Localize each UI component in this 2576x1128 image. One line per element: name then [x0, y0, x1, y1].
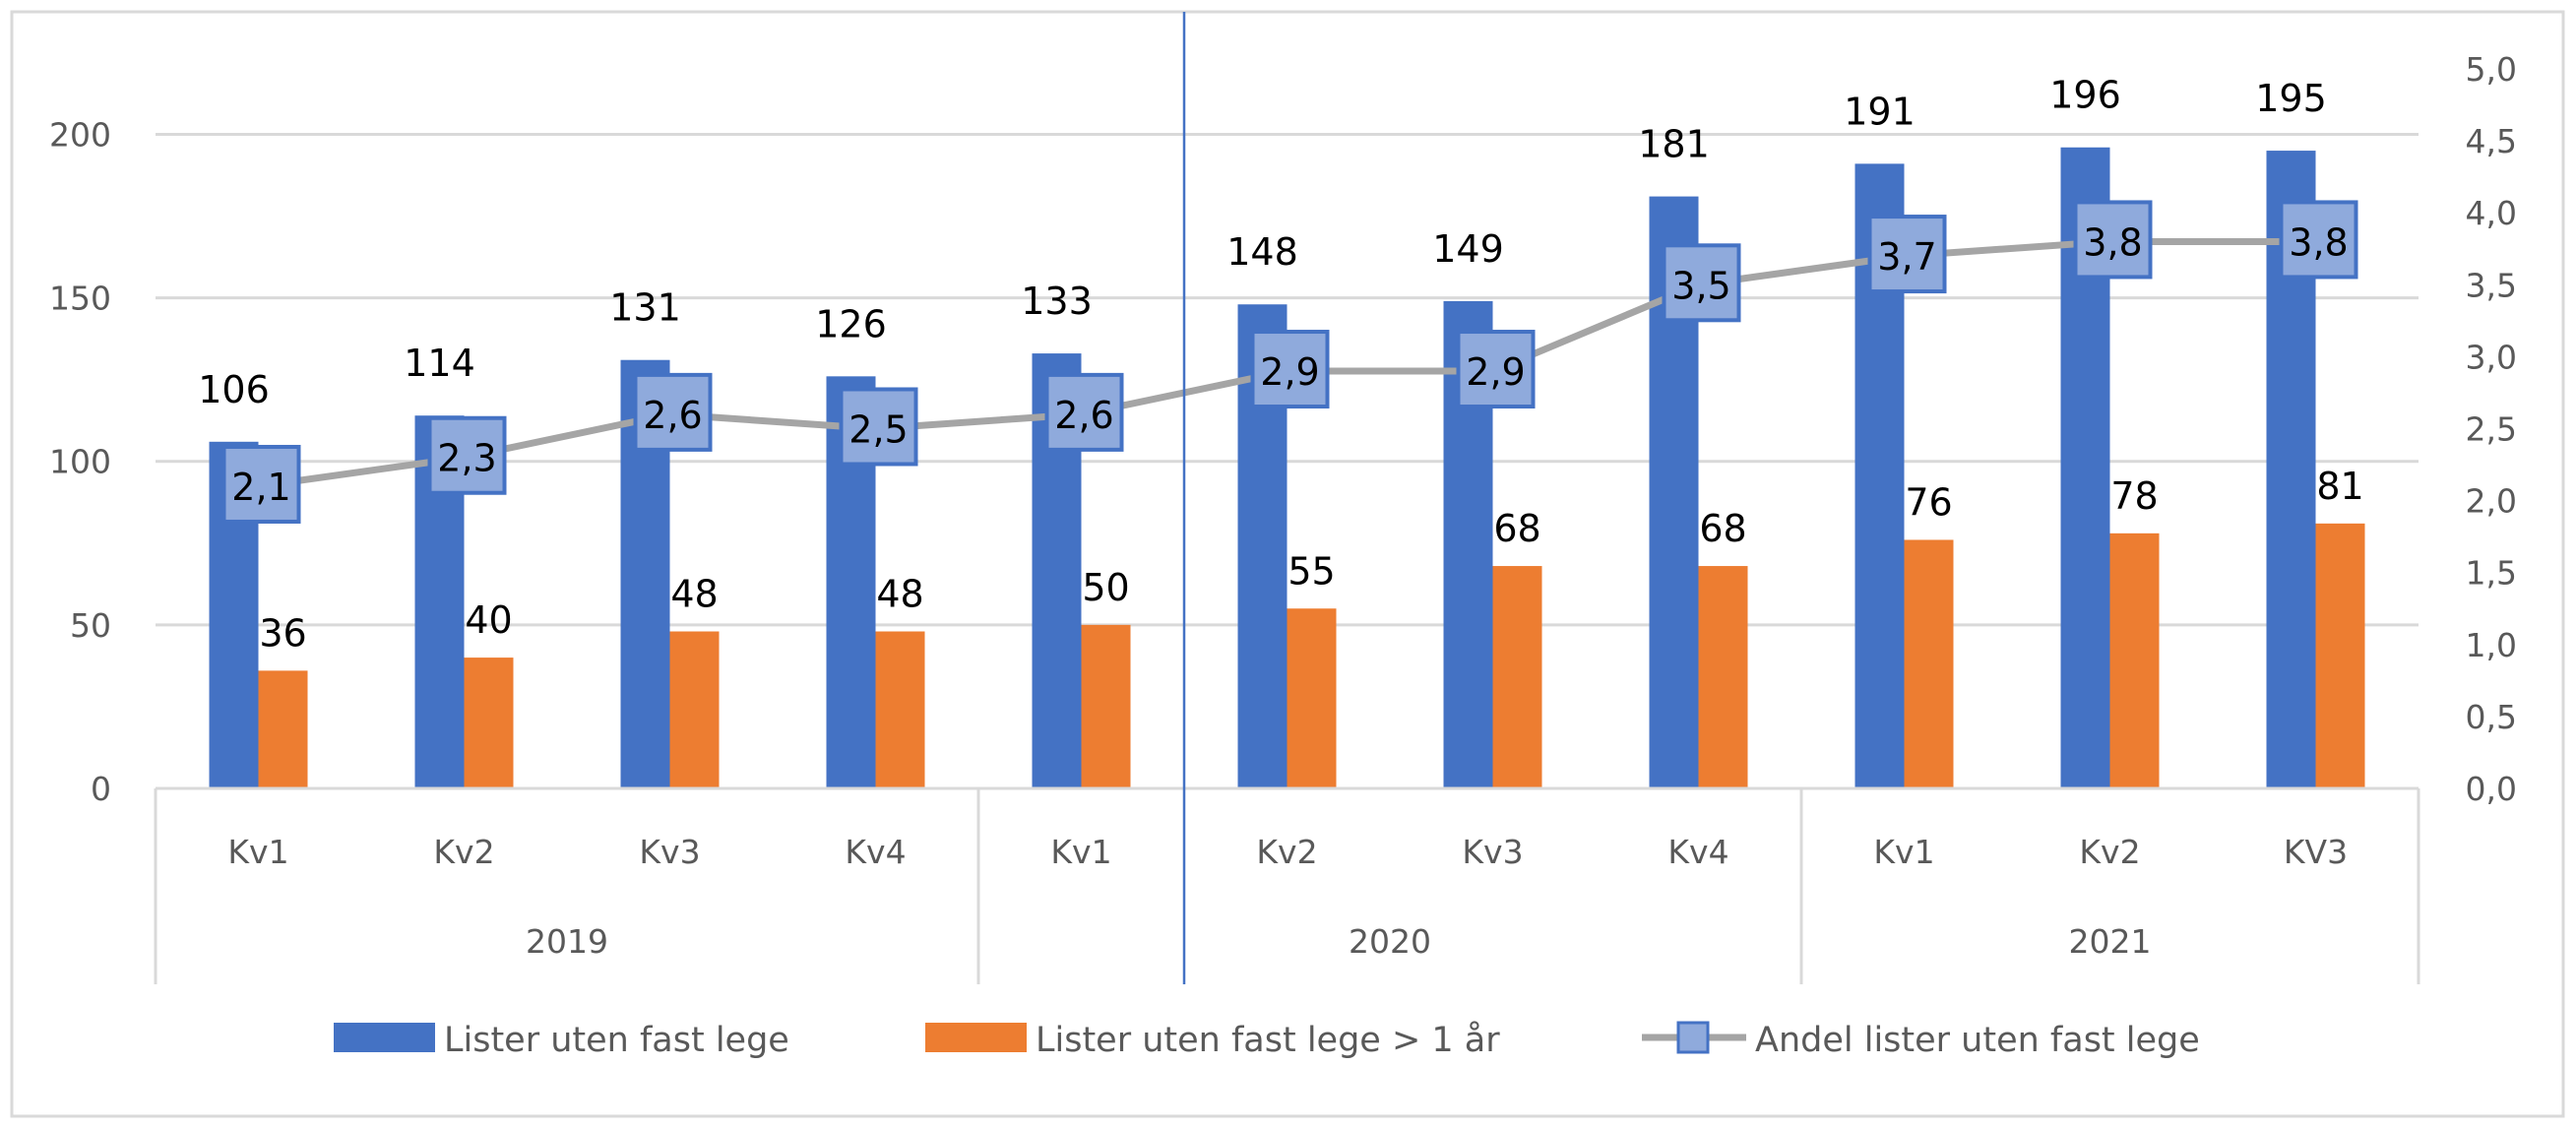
- y-right-tick-label: 2,0: [2466, 482, 2517, 521]
- data-label-lister-over-1-ar: 78: [2110, 474, 2158, 518]
- line-marker: [1044, 372, 1124, 452]
- line-marker: [1662, 243, 1741, 323]
- x-category-label: Kv1: [227, 833, 288, 871]
- data-label-lister: 114: [404, 342, 475, 385]
- line-marker: [1250, 330, 1330, 409]
- data-label-andel: 3,8: [2289, 220, 2348, 264]
- x-category-label: Kv4: [845, 833, 906, 871]
- data-label-lister-over-1-ar: 81: [2316, 465, 2363, 508]
- y-right-tick-label: 1,0: [2466, 626, 2517, 664]
- data-label-lister: 133: [1021, 280, 1093, 323]
- bar-lister-over-1-ar: [1492, 566, 1542, 788]
- y-left-tick-label: 200: [49, 115, 111, 154]
- bar-lister-over-1-ar: [464, 658, 514, 788]
- data-label-andel: 2,1: [231, 466, 290, 509]
- data-label-lister: 148: [1226, 230, 1298, 274]
- x-category-label: Kv2: [433, 833, 494, 871]
- line-marker: [221, 444, 301, 524]
- line-marker: [427, 415, 507, 495]
- bar-lister-over-1-ar: [875, 631, 925, 788]
- y-right-tick-label: 3,0: [2466, 338, 2517, 376]
- data-label-lister: 106: [198, 368, 270, 411]
- data-label-lister: 181: [1638, 123, 1710, 166]
- data-label-lister-over-1-ar: 68: [1493, 507, 1540, 550]
- legend-label-lister: Lister uten fast lege: [444, 1021, 789, 1060]
- line-marker: [839, 387, 918, 467]
- data-label-andel: 3,5: [1671, 264, 1730, 307]
- x-category-label: Kv3: [1462, 833, 1523, 871]
- y-right-tick-label: 0,5: [2466, 698, 2517, 736]
- y-left-tick-label: 150: [49, 280, 111, 318]
- legend-marker-andel: [1676, 1021, 1710, 1054]
- x-group-label: 2019: [526, 922, 608, 961]
- data-label-lister: 196: [2049, 74, 2121, 117]
- line-marker: [2073, 200, 2153, 280]
- y-left-tick-label: 100: [49, 443, 111, 481]
- data-label-lister-over-1-ar: 48: [670, 573, 718, 616]
- data-label-lister: 131: [609, 286, 681, 330]
- x-category-label: Kv2: [2079, 833, 2140, 871]
- y-right-tick-label: 2,5: [2466, 410, 2517, 449]
- data-label-lister-over-1-ar: 48: [876, 573, 923, 616]
- x-category-label: Kv2: [1256, 833, 1317, 871]
- bar-lister-over-1-ar: [1081, 624, 1131, 788]
- data-label-lister-over-1-ar: 76: [1905, 480, 1952, 524]
- legend-label-lister-over-1-ar: Lister uten fast lege > 1 år: [1036, 1020, 1500, 1060]
- x-category-label: Kv1: [1873, 833, 1934, 871]
- data-label-lister: 191: [1844, 90, 1916, 133]
- y-right-tick-label: 1,5: [2466, 554, 2517, 593]
- data-label-andel: 2,6: [1054, 394, 1113, 437]
- x-group-label: 2020: [1349, 922, 1431, 961]
- x-category-label: Kv3: [639, 833, 700, 871]
- data-label-andel: 3,7: [1877, 235, 1936, 279]
- line-marker: [1456, 330, 1536, 409]
- data-label-andel: 3,8: [2083, 220, 2142, 264]
- bar-lister-over-1-ar: [2315, 523, 2365, 788]
- y-left-tick-label: 0: [91, 770, 111, 808]
- x-category-label: Kv4: [1667, 833, 1728, 871]
- bar-lister-over-1-ar: [258, 670, 308, 788]
- y-right-tick-label: 5,0: [2466, 50, 2517, 89]
- bar-lister-over-1-ar: [1287, 608, 1337, 788]
- data-label-lister-over-1-ar: 68: [1699, 507, 1746, 550]
- x-category-label: Kv1: [1050, 833, 1111, 871]
- bar-lister-over-1-ar: [1698, 566, 1748, 788]
- data-label-lister-over-1-ar: 50: [1082, 566, 1129, 609]
- y-right-tick-label: 4,0: [2466, 194, 2517, 232]
- line-marker: [633, 372, 713, 452]
- data-label-andel: 2,9: [1260, 350, 1319, 394]
- line-marker: [2279, 200, 2358, 280]
- data-label-lister-over-1-ar: 36: [259, 611, 306, 655]
- x-category-label: KV3: [2284, 833, 2348, 871]
- bar-lister-over-1-ar: [2109, 533, 2160, 788]
- y-right-tick-label: 3,5: [2466, 266, 2517, 304]
- data-label-andel: 2,6: [643, 394, 702, 437]
- legend-label-andel: Andel lister uten fast lege: [1755, 1021, 2200, 1060]
- legend-swatch-lister: [334, 1023, 435, 1052]
- y-right-tick-label: 0,0: [2466, 770, 2517, 808]
- data-label-lister: 126: [815, 302, 887, 345]
- data-label-lister: 149: [1432, 227, 1504, 271]
- data-label-lister-over-1-ar: 55: [1288, 549, 1335, 593]
- data-label-andel: 2,3: [437, 437, 496, 480]
- y-left-tick-label: 50: [70, 606, 111, 645]
- line-marker: [1867, 215, 1947, 294]
- legend-swatch-lister-over-1-ar: [925, 1023, 1027, 1052]
- data-label-lister: 195: [2255, 77, 2327, 120]
- data-label-lister-over-1-ar: 40: [465, 598, 512, 642]
- bar-lister-over-1-ar: [669, 631, 720, 788]
- y-right-tick-label: 4,5: [2466, 122, 2517, 160]
- bar-lister-over-1-ar: [1904, 539, 1954, 788]
- x-group-label: 2021: [2069, 922, 2152, 961]
- data-label-andel: 2,9: [1466, 350, 1525, 394]
- data-label-andel: 2,5: [848, 408, 908, 452]
